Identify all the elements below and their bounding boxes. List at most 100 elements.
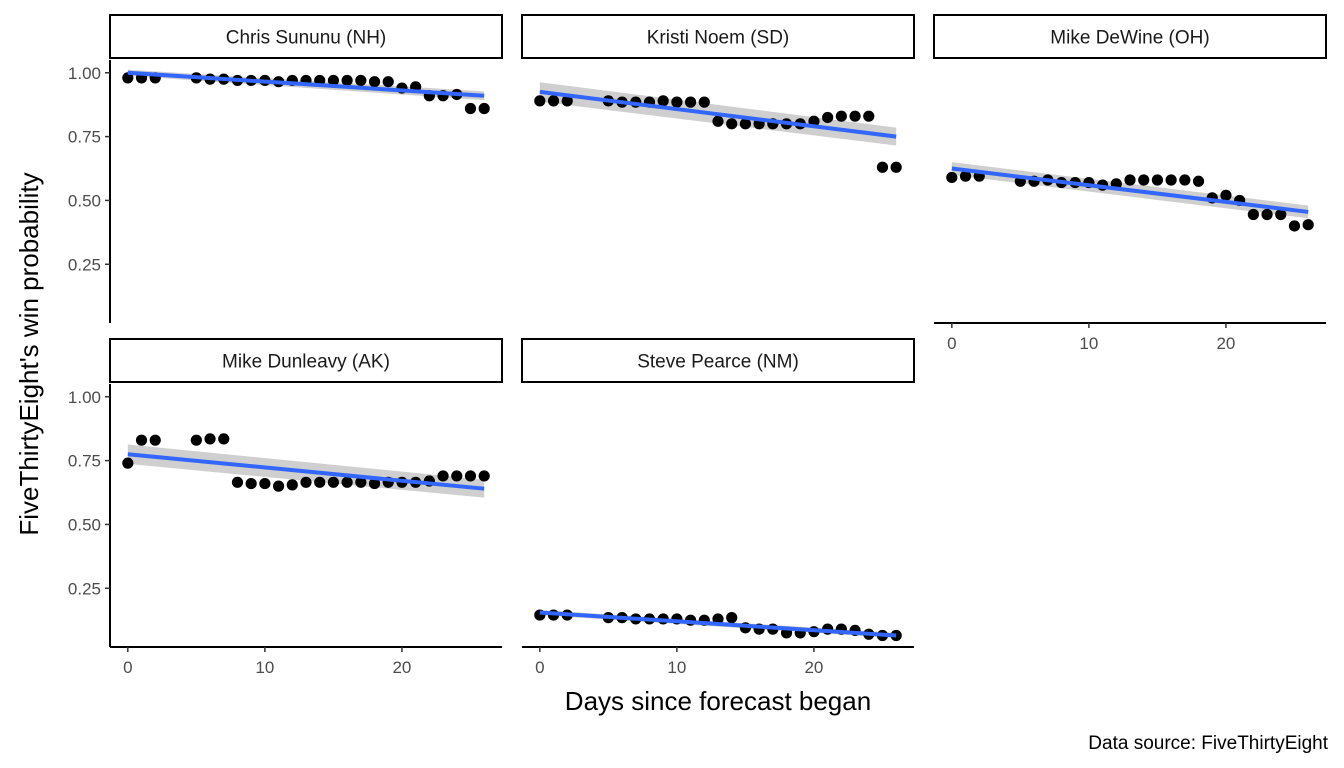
data-point (684, 96, 697, 108)
panel-title: Kristi Noem (SD) (647, 28, 790, 49)
data-point (959, 170, 972, 182)
data-point (1220, 189, 1232, 201)
data-point (890, 161, 902, 173)
data-point (368, 76, 381, 88)
panel: Kristi Noem (SD) (521, 14, 915, 173)
data-point (355, 476, 367, 488)
data-point (1179, 174, 1191, 186)
data-point (1247, 208, 1259, 221)
y-tick-label: 0.75 (68, 452, 101, 471)
data-point (712, 115, 724, 127)
data-point (1275, 208, 1287, 221)
data-point (218, 433, 230, 445)
data-point (149, 434, 161, 446)
y-tick-label: 1.00 (68, 64, 101, 83)
data-point (135, 434, 148, 446)
data-point (1192, 175, 1205, 187)
panel-strip (109, 338, 503, 383)
caption: Data source: FiveThirtyEight (1088, 733, 1328, 754)
data-point (437, 470, 449, 482)
x-tick-label: 10 (255, 658, 274, 677)
panel-title: Steve Pearce (NM) (637, 352, 799, 373)
data-point (327, 74, 340, 87)
data-point (204, 433, 216, 445)
data-point (561, 95, 573, 107)
y-tick-label: 1.00 (68, 388, 101, 407)
x-tick-label: 10 (667, 658, 686, 677)
data-point (890, 629, 902, 642)
data-point (286, 479, 298, 491)
panel-strip (521, 338, 915, 383)
data-point (726, 118, 738, 130)
y-tick-label: 0.50 (68, 191, 101, 210)
data-point (1261, 208, 1273, 221)
data-point (1124, 174, 1136, 186)
data-point (547, 95, 560, 107)
data-point (327, 476, 340, 488)
x-tick-label: 0 (123, 658, 132, 677)
data-point (671, 96, 683, 108)
data-point (478, 102, 490, 115)
trend-line (539, 610, 897, 638)
data-point (478, 470, 490, 482)
data-point (822, 111, 834, 124)
panel-strip (933, 14, 1327, 59)
data-point (245, 477, 257, 490)
panel: Mike Dunleavy (AK) 0.25 0.50 0.75 1.00 0 10 20 (68, 338, 503, 677)
data-point (849, 110, 861, 122)
data-point (698, 96, 710, 108)
data-point (355, 74, 367, 87)
data-point (1302, 219, 1314, 231)
y-tick-label: 0.75 (68, 128, 101, 147)
panel: Steve Pearce (NM) 0 10 20 (521, 338, 915, 677)
data-point (657, 95, 669, 107)
data-point (272, 480, 285, 492)
x-tick-label: 0 (535, 658, 544, 677)
data-point (300, 476, 312, 488)
data-point (739, 118, 752, 130)
data-point (451, 470, 463, 482)
data-point (368, 477, 381, 490)
y-axis-title: FiveThirtyEight's win probability (14, 172, 44, 535)
data-point (231, 476, 244, 488)
data-point (946, 171, 958, 184)
data-point (341, 74, 353, 87)
data-point (314, 476, 326, 488)
data-point (122, 72, 134, 84)
x-tick-label: 20 (1216, 334, 1235, 353)
panel: Mike DeWine (OH) 0 10 20 (933, 14, 1327, 353)
panel-title: Mike DeWine (OH) (1050, 28, 1209, 49)
panel-title: Chris Sununu (NH) (226, 28, 387, 49)
data-point (1288, 220, 1301, 232)
panel-strip (109, 14, 503, 59)
data-point (122, 457, 134, 469)
data-point (726, 612, 738, 624)
panel: Chris Sununu (NH) 0.25 0.50 0.75 1.00 (68, 14, 503, 323)
data-point (341, 476, 353, 488)
trend-line (951, 166, 1309, 214)
data-point (1138, 174, 1150, 186)
data-point (534, 95, 546, 107)
data-point (190, 434, 202, 446)
data-point (464, 470, 477, 482)
panel-title: Mike Dunleavy (AK) (222, 352, 390, 373)
trend-line (127, 70, 485, 98)
data-point (1151, 174, 1164, 186)
data-point (464, 102, 477, 115)
x-tick-label: 10 (1079, 334, 1098, 353)
x-tick-label: 20 (392, 658, 411, 677)
y-tick-label: 0.25 (68, 579, 101, 598)
data-point (876, 161, 889, 173)
x-tick-label: 0 (947, 334, 956, 353)
y-tick-label: 0.50 (68, 515, 101, 534)
x-tick-label: 20 (804, 658, 823, 677)
data-point (712, 613, 724, 625)
panel-strip (521, 14, 915, 59)
trend-line (539, 89, 897, 139)
data-point (1165, 174, 1177, 186)
x-axis-title: Days since forecast began (565, 686, 871, 716)
data-point (863, 110, 875, 122)
data-point (382, 76, 394, 88)
trend-line (127, 452, 485, 491)
y-tick-label: 0.25 (68, 255, 101, 274)
